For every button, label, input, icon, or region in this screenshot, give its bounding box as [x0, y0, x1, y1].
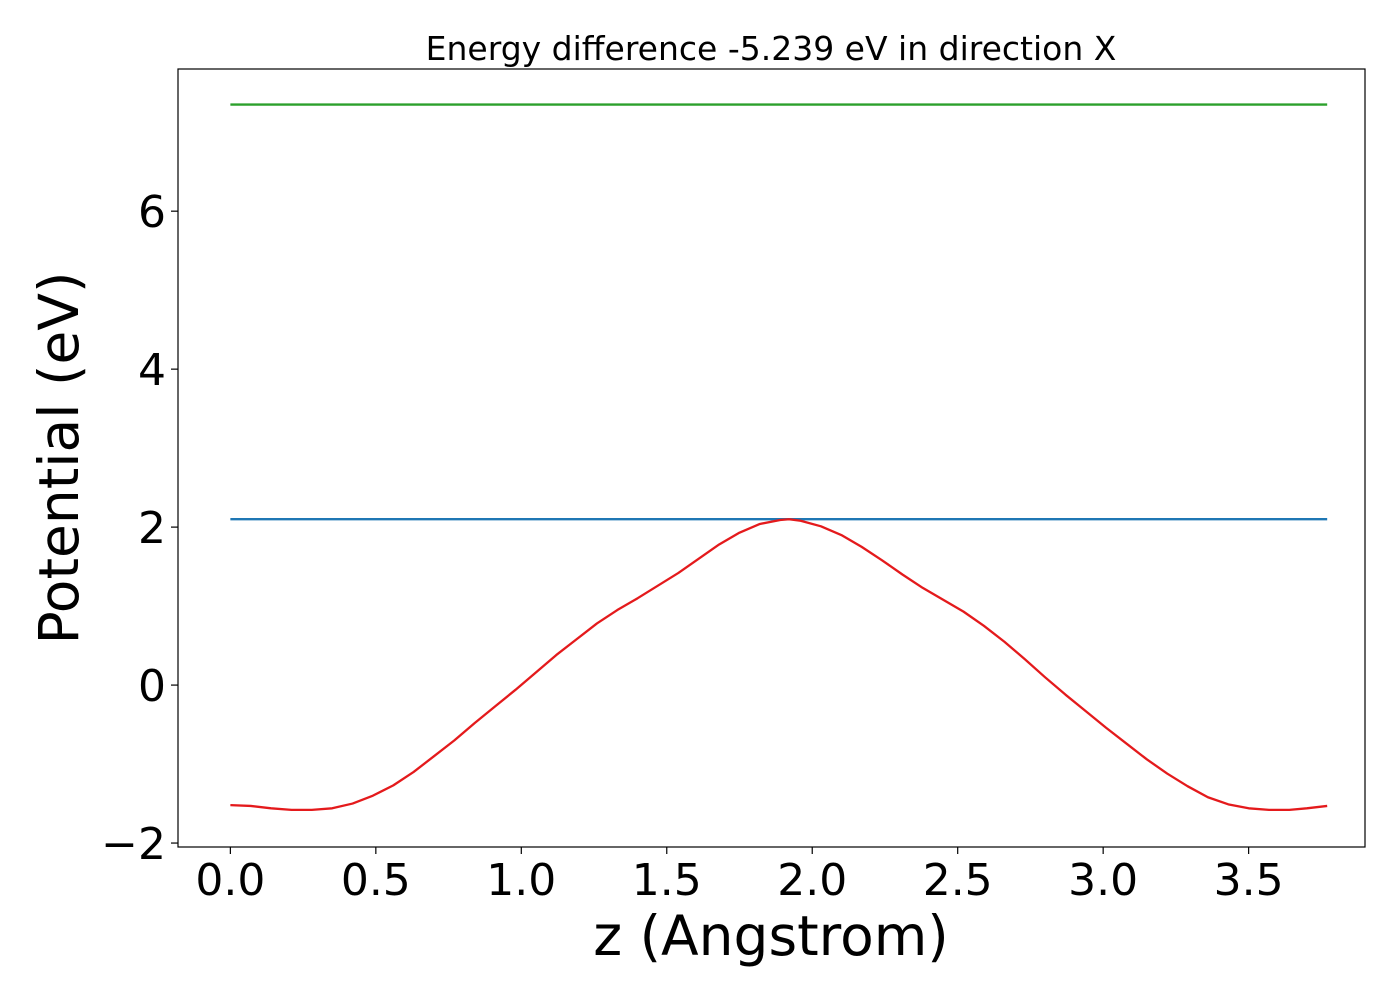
y-tick-label: 6	[138, 187, 166, 238]
y-tick-label: −2	[101, 819, 166, 870]
y-tick-label: 2	[138, 503, 166, 554]
y-axis-ticks: −2 0 2 4 6	[101, 187, 178, 870]
x-tick-label: 0.0	[195, 855, 265, 906]
x-tick-label: 3.0	[1068, 855, 1138, 906]
y-tick-label: 0	[138, 661, 166, 712]
x-tick-label: 2.5	[923, 855, 993, 906]
x-tick-label: 1.5	[632, 855, 702, 906]
x-tick-label: 1.0	[486, 855, 556, 906]
y-tick-label: 4	[138, 345, 166, 396]
y-axis-label: Potential (eV)	[27, 272, 91, 645]
x-tick-label: 3.5	[1214, 855, 1284, 906]
x-axis-ticks: 0.0 0.5 1.0 1.5 2.0 2.5 3.0 3.5	[195, 847, 1284, 906]
x-tick-label: 2.0	[777, 855, 847, 906]
series-line-2	[230, 518, 1328, 812]
x-tick-label: 0.5	[341, 855, 411, 906]
chart-title: Energy difference -5.239 eV in direction…	[426, 29, 1117, 68]
x-axis-label: z (Angstrom)	[593, 904, 949, 968]
plot-frame	[177, 68, 1366, 848]
series-layer	[230, 103, 1328, 812]
